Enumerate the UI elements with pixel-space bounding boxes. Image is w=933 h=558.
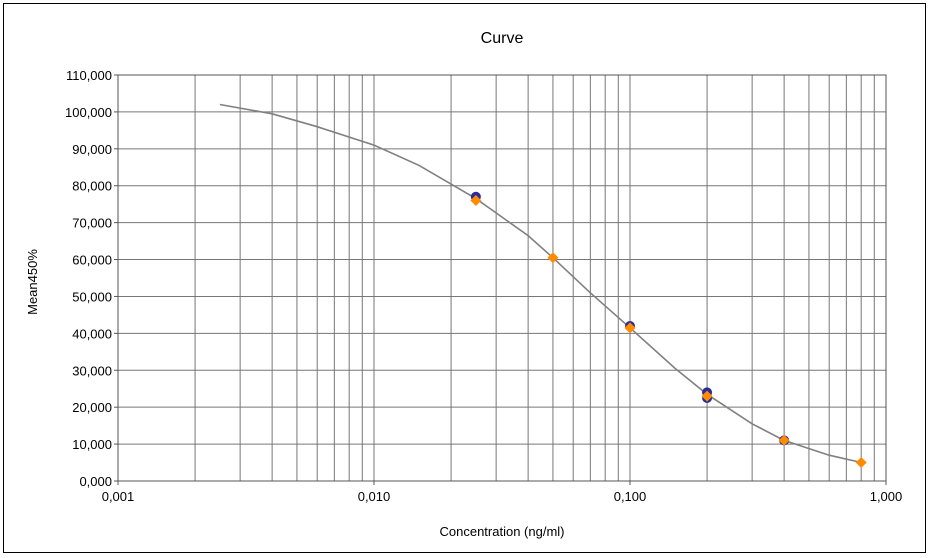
data-point-diamond — [778, 434, 790, 446]
y-tick-label: 10,000 — [72, 437, 112, 452]
y-tick-label: 110,000 — [66, 68, 112, 83]
y-tick-label: 0,000 — [79, 474, 112, 489]
y-tick-label: 30,000 — [72, 363, 112, 378]
grid-lines — [117, 74, 887, 482]
x-tick-label: 0,010 — [358, 489, 391, 504]
data-point-diamond — [624, 322, 636, 334]
fit-curve — [219, 103, 862, 464]
y-tick-label: 90,000 — [72, 142, 112, 157]
x-axis-ticks: 0,001 0,010 0,100 1,000 — [102, 481, 903, 504]
y-tick-label: 80,000 — [72, 179, 112, 194]
x-tick-label: 0,100 — [614, 489, 647, 504]
data-points — [470, 191, 867, 469]
chart-frame: Curve 0,000 10,000 20,000 30,000 40,000 50,00… — [3, 3, 926, 553]
chart-title: Curve — [481, 30, 524, 47]
y-tick-label: 40,000 — [72, 326, 112, 341]
data-point-diamond — [701, 390, 713, 402]
y-tick-label: 60,000 — [72, 253, 112, 268]
y-axis-label: Mean450% — [25, 249, 40, 315]
data-point-diamond — [855, 457, 867, 469]
x-tick-label: 0,001 — [102, 489, 135, 504]
x-tick-label: 1,000 — [870, 489, 903, 504]
y-axis-ticks: 0,000 10,000 20,000 30,000 40,000 50,000 60,00… — [65, 68, 118, 489]
data-point-diamond — [470, 194, 482, 206]
plot-area — [117, 74, 887, 482]
y-tick-label: 20,000 — [72, 400, 112, 415]
data-point-diamond — [547, 252, 559, 264]
y-tick-label: 100,000 — [65, 105, 112, 120]
y-tick-label: 50,000 — [72, 289, 112, 304]
curve-chart: Curve 0,000 10,000 20,000 30,000 40,000 50,00… — [25, 30, 903, 539]
y-tick-label: 70,000 — [72, 216, 112, 231]
x-axis-label: Concentration (ng/ml) — [440, 524, 565, 539]
